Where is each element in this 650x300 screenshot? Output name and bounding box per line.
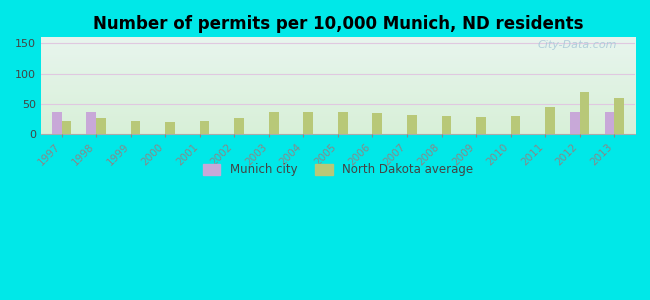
Bar: [96, 118, 106, 134]
Legend: Munich city, North Dakota average: Munich city, North Dakota average: [198, 159, 478, 181]
Bar: [580, 92, 590, 134]
Bar: [441, 116, 451, 134]
Bar: [86, 112, 96, 134]
Bar: [407, 115, 417, 134]
Bar: [165, 122, 175, 134]
Title: Number of permits per 10,000 Munich, ND residents: Number of permits per 10,000 Munich, ND …: [93, 15, 583, 33]
Text: City-Data.com: City-Data.com: [538, 40, 618, 50]
Bar: [570, 112, 580, 134]
Bar: [614, 98, 624, 134]
Bar: [52, 112, 62, 134]
Bar: [338, 112, 348, 134]
Bar: [62, 121, 72, 134]
Bar: [476, 117, 486, 134]
Bar: [269, 112, 278, 134]
Bar: [304, 112, 313, 134]
Bar: [234, 118, 244, 134]
Bar: [372, 113, 382, 134]
Bar: [511, 116, 520, 134]
Bar: [604, 112, 614, 134]
Bar: [545, 107, 555, 134]
Bar: [200, 121, 209, 134]
Bar: [131, 121, 140, 134]
